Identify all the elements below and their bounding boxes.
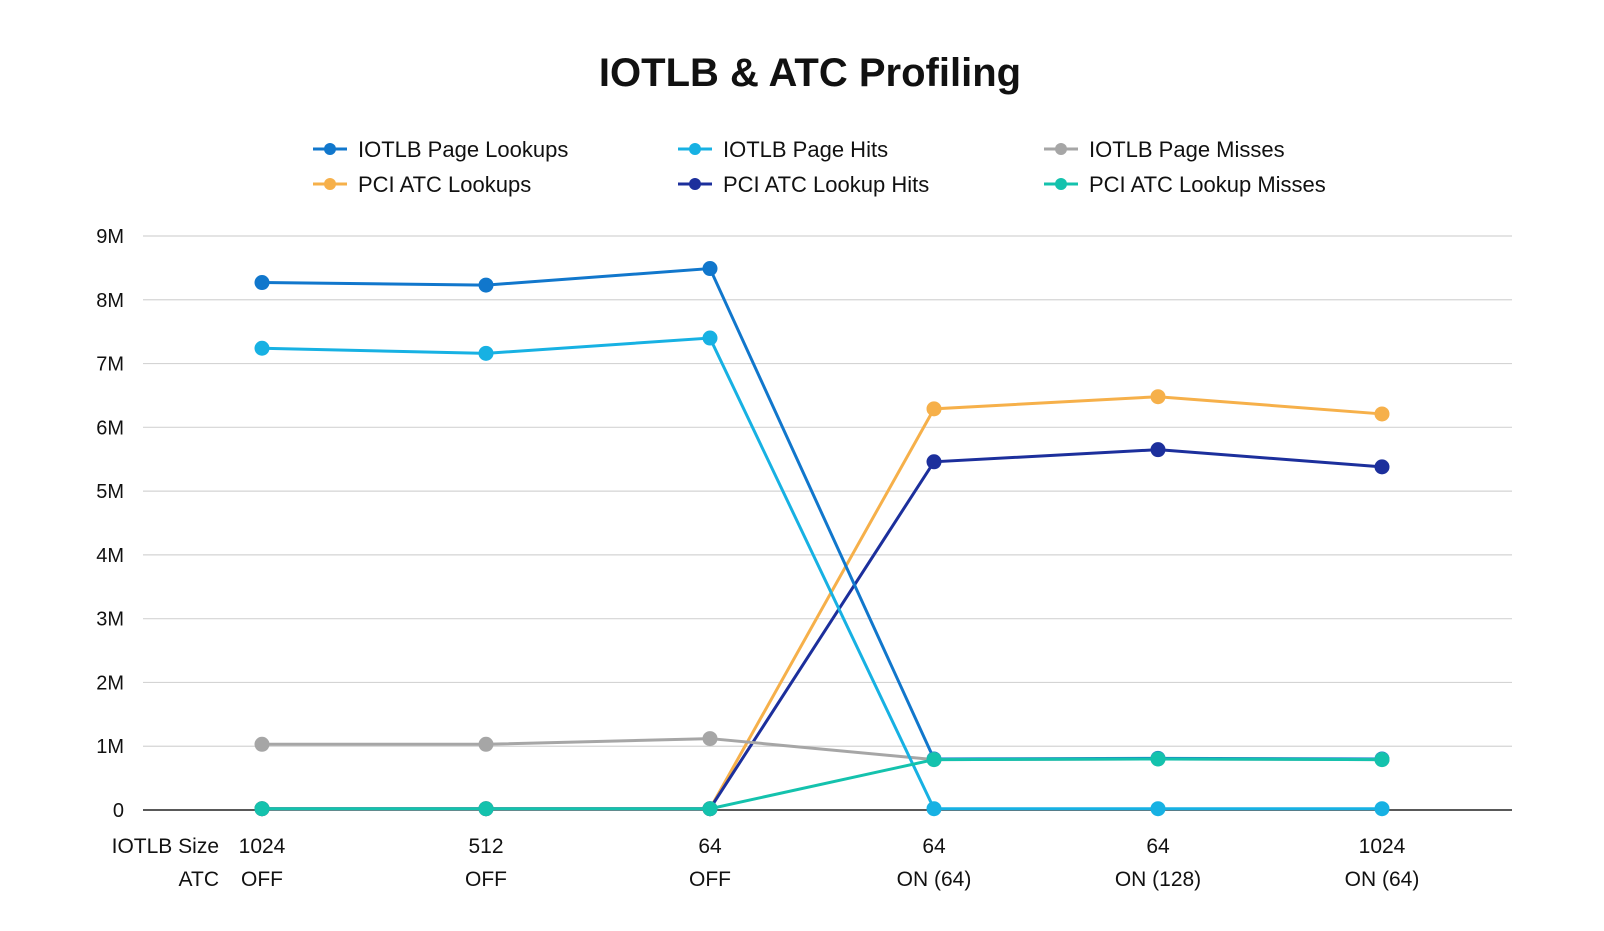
data-point bbox=[702, 731, 718, 747]
data-point bbox=[1150, 751, 1166, 767]
x-row-label-atc: ATC bbox=[179, 868, 219, 891]
data-point bbox=[926, 801, 942, 817]
data-point bbox=[478, 277, 494, 293]
x-tick-iotlb-size: 64 bbox=[698, 835, 722, 858]
y-tick-label: 7M bbox=[96, 354, 124, 376]
legend-marker bbox=[324, 143, 336, 155]
x-tick-atc: ON (128) bbox=[1115, 868, 1201, 891]
data-point bbox=[702, 261, 718, 277]
data-point bbox=[1150, 801, 1166, 817]
series-iotlb-page-hits bbox=[254, 330, 1390, 817]
x-tick-iotlb-size: 64 bbox=[1146, 835, 1170, 858]
series-iotlb-page-misses bbox=[254, 731, 1390, 768]
data-point bbox=[702, 801, 718, 817]
series-lines bbox=[254, 261, 1390, 817]
x-row-label-iotlb-size: IOTLB Size bbox=[112, 835, 219, 858]
data-point bbox=[478, 736, 494, 752]
data-point bbox=[478, 801, 494, 817]
legend-item: IOTLB Page Lookups bbox=[313, 137, 568, 162]
data-point bbox=[478, 345, 494, 361]
y-tick-label: 6M bbox=[96, 417, 124, 439]
legend-label: PCI ATC Lookup Misses bbox=[1089, 172, 1326, 197]
series-line bbox=[262, 448, 1383, 811]
legend-item: PCI ATC Lookup Misses bbox=[1044, 172, 1326, 197]
series-line bbox=[261, 336, 1382, 811]
x-tick-iotlb-size: 1024 bbox=[239, 835, 286, 858]
legend-item: IOTLB Page Misses bbox=[1044, 137, 1285, 162]
grid: 0 1M 2M 3M 4M 5M 6M 7M 8M 9M bbox=[96, 226, 1512, 822]
x-tick-atc: OFF bbox=[241, 868, 283, 891]
x-tick-atc: ON (64) bbox=[1345, 868, 1420, 891]
y-tick-label: 5M bbox=[96, 481, 124, 503]
data-point bbox=[254, 801, 270, 817]
data-point bbox=[926, 752, 942, 768]
legend-marker bbox=[689, 143, 701, 155]
x-axis-labels: IOTLB Size ATC 1024 OFF 512 OFF 64 OFF 64 ON (64)… bbox=[112, 835, 1420, 891]
legend-label: IOTLB Page Misses bbox=[1089, 137, 1285, 162]
legend-label: PCI ATC Lookup Hits bbox=[723, 172, 929, 197]
y-tick-label: 4M bbox=[96, 545, 124, 567]
x-tick-atc: ON (64) bbox=[897, 868, 972, 891]
y-tick-label: 0 bbox=[113, 800, 124, 822]
series-iotlb-page-lookups bbox=[254, 261, 1390, 767]
data-point bbox=[254, 275, 270, 291]
data-point bbox=[254, 736, 270, 752]
data-point bbox=[254, 340, 270, 356]
data-point bbox=[1374, 459, 1390, 475]
legend-item: PCI ATC Lookups bbox=[313, 172, 531, 197]
legend-marker bbox=[1055, 178, 1067, 190]
y-tick-label: 9M bbox=[96, 226, 124, 248]
x-tick-atc: OFF bbox=[689, 868, 731, 891]
data-point bbox=[1150, 442, 1166, 458]
legend-item: PCI ATC Lookup Hits bbox=[678, 172, 929, 197]
series-pci-atc-lookup-misses bbox=[254, 751, 1390, 817]
y-tick-label: 8M bbox=[96, 290, 124, 312]
x-tick-iotlb-size: 1024 bbox=[1359, 835, 1406, 858]
x-tick-iotlb-size: 512 bbox=[468, 835, 503, 858]
legend-label: IOTLB Page Hits bbox=[723, 137, 888, 162]
legend-item: IOTLB Page Hits bbox=[678, 137, 888, 162]
series-line bbox=[262, 395, 1383, 811]
legend-marker bbox=[1055, 143, 1067, 155]
legend-label: IOTLB Page Lookups bbox=[358, 137, 568, 162]
y-tick-label: 1M bbox=[96, 736, 124, 758]
data-point bbox=[1150, 389, 1166, 405]
legend-marker bbox=[689, 178, 701, 190]
data-point bbox=[702, 330, 718, 346]
data-point bbox=[1374, 801, 1390, 817]
legend-marker bbox=[324, 178, 336, 190]
data-point bbox=[1374, 752, 1390, 768]
series-line bbox=[262, 757, 1383, 811]
data-point bbox=[1374, 406, 1390, 422]
legend-label: PCI ATC Lookups bbox=[358, 172, 531, 197]
legend: IOTLB Page Lookups IOTLB Page Hits IOTLB P… bbox=[313, 137, 1326, 197]
x-tick-atc: OFF bbox=[465, 868, 507, 891]
y-tick-label: 2M bbox=[96, 672, 124, 694]
series-line bbox=[262, 737, 1383, 762]
series-line bbox=[261, 266, 1383, 761]
data-point bbox=[926, 454, 942, 470]
y-tick-label: 3M bbox=[96, 609, 124, 631]
chart-title: IOTLB & ATC Profiling bbox=[599, 51, 1021, 95]
x-tick-iotlb-size: 64 bbox=[922, 835, 946, 858]
data-point bbox=[926, 401, 942, 417]
